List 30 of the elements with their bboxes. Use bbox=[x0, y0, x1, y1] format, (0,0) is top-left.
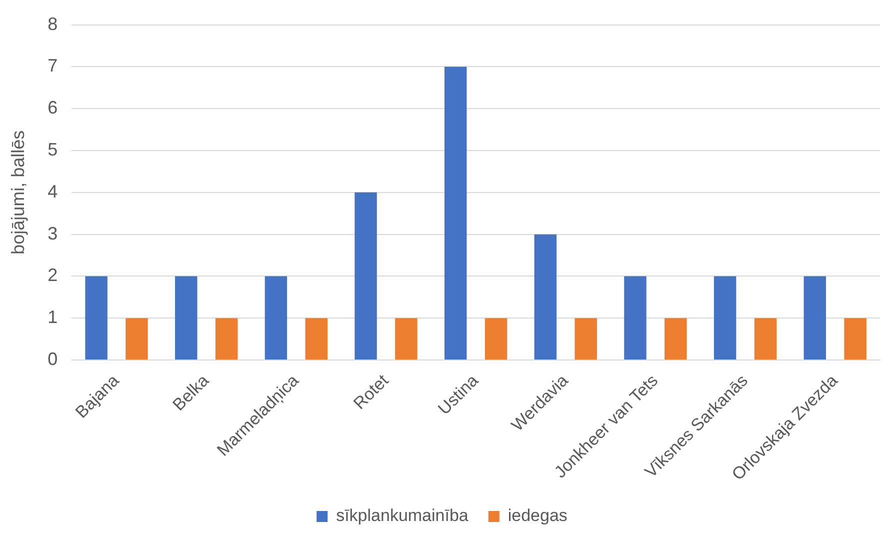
bar bbox=[534, 234, 557, 360]
y-tick-label: 4 bbox=[48, 181, 58, 202]
bar bbox=[714, 276, 736, 360]
bar bbox=[175, 276, 198, 360]
bar bbox=[624, 276, 646, 360]
y-tick-label: 7 bbox=[48, 56, 58, 76]
bar bbox=[574, 318, 597, 360]
legend-label: sīkplankumainība bbox=[336, 506, 469, 526]
y-tick-label: 2 bbox=[48, 265, 58, 286]
bar bbox=[754, 318, 777, 360]
bar bbox=[305, 318, 328, 360]
bar bbox=[844, 318, 866, 360]
bar bbox=[264, 276, 288, 360]
y-tick-label: 1 bbox=[48, 307, 58, 328]
y-tick-label: 6 bbox=[48, 98, 58, 118]
y-tick-label: 3 bbox=[48, 223, 58, 244]
bar bbox=[804, 276, 826, 360]
y-tick-label: 0 bbox=[48, 349, 58, 369]
legend-label: iedegas bbox=[508, 506, 568, 526]
y-axis-title: bojājumi, ballēs bbox=[8, 130, 28, 254]
y-tick-label: 8 bbox=[48, 14, 58, 34]
bar bbox=[664, 318, 687, 360]
bar bbox=[484, 318, 508, 360]
bar bbox=[444, 66, 467, 360]
bar bbox=[126, 318, 148, 360]
bar bbox=[85, 276, 108, 360]
bar bbox=[215, 318, 238, 360]
bar bbox=[354, 192, 377, 360]
y-tick-label: 5 bbox=[48, 139, 58, 160]
bar bbox=[395, 318, 418, 360]
